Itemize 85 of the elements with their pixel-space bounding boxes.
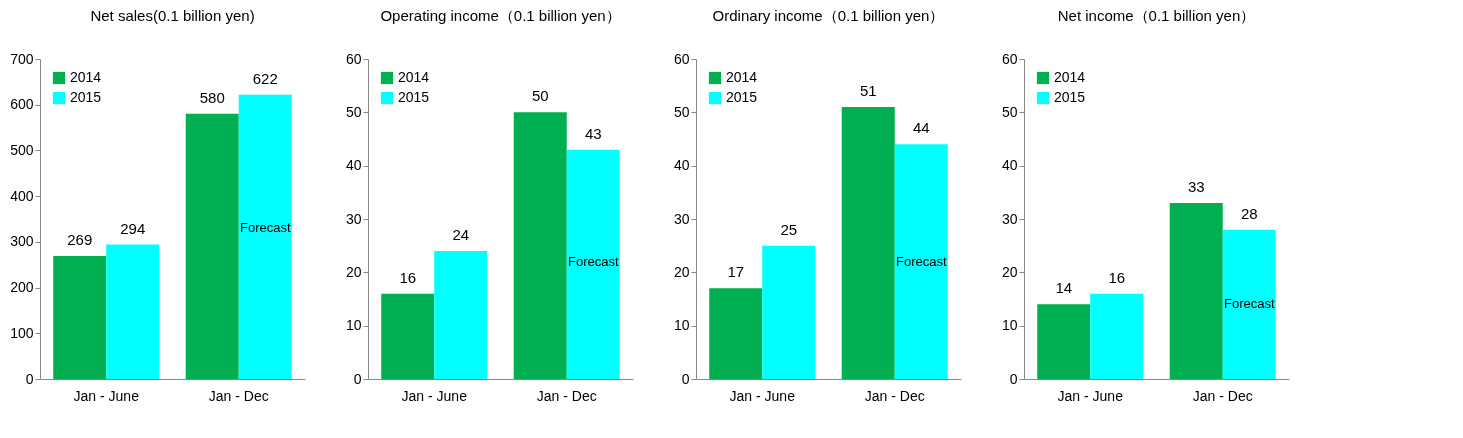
y-tick-label: 20 — [673, 263, 690, 280]
legend-label: 2014 — [726, 69, 758, 85]
y-tick-label: 50 — [345, 103, 362, 120]
legend-label: 2015 — [726, 89, 758, 105]
bar — [1169, 203, 1223, 379]
x-tick-label: Jan - Dec — [1192, 387, 1253, 404]
y-tick-label: 0 — [681, 370, 690, 387]
data-label: 269 — [67, 231, 93, 249]
y-tick-label: 10 — [345, 317, 362, 334]
y-tick-label: 10 — [673, 317, 690, 334]
y-tick-label: 20 — [1001, 263, 1018, 280]
y-tick-label: 200 — [10, 279, 34, 296]
data-label: 51 — [859, 82, 877, 99]
y-tick-label: 50 — [1001, 103, 1018, 120]
y-tick-label: 600 — [10, 96, 34, 113]
y-tick-label: 300 — [10, 233, 34, 250]
x-tick-label: Jan - Dec — [864, 387, 925, 404]
y-tick-label: 0 — [25, 370, 34, 387]
bar — [894, 144, 948, 379]
bar — [709, 288, 763, 379]
legend-label: 2014 — [398, 69, 430, 85]
y-tick-label: 60 — [345, 50, 362, 67]
annotation: Forecast — [239, 220, 291, 236]
chart-title: Net sales(0.1 billion yen) — [90, 7, 255, 24]
data-label: 580 — [199, 88, 225, 106]
y-tick-label: 100 — [10, 324, 34, 341]
chart-title: Ordinary income（0.1 billion yen） — [712, 7, 945, 24]
bar — [238, 94, 292, 379]
bar — [434, 251, 488, 379]
legend-label: 2015 — [70, 89, 102, 105]
legend-label: 2015 — [1054, 89, 1086, 105]
y-tick-label: 0 — [353, 370, 362, 387]
y-tick-label: 30 — [673, 210, 690, 227]
y-tick-label: 30 — [1001, 210, 1018, 227]
bar — [513, 112, 567, 379]
legend-label: 2014 — [70, 69, 102, 85]
y-tick-label: 40 — [345, 157, 362, 174]
data-label: 16 — [1108, 268, 1126, 286]
y-tick-label: 10 — [1001, 317, 1018, 334]
data-label: 17 — [727, 263, 745, 281]
y-tick-label: 60 — [1001, 50, 1018, 67]
data-label: 50 — [531, 87, 549, 105]
x-tick-label: Jan - June — [401, 387, 468, 404]
y-tick-label: 40 — [1001, 157, 1018, 174]
bar — [381, 293, 435, 379]
y-tick-label: 60 — [673, 50, 690, 67]
y-tick-label: 500 — [10, 141, 34, 158]
x-tick-label: Jan - June — [73, 387, 140, 404]
bar — [841, 107, 895, 379]
bar — [53, 256, 107, 379]
bar — [106, 244, 160, 379]
legend-label: 2015 — [398, 89, 430, 105]
y-tick-label: 20 — [345, 263, 362, 280]
bar — [1222, 229, 1276, 379]
data-label: 25 — [780, 220, 798, 238]
annotation: Forecast — [895, 253, 947, 269]
y-tick-label: 40 — [673, 157, 690, 174]
y-tick-label: 400 — [10, 187, 34, 204]
x-tick-label: Jan - Dec — [208, 387, 269, 404]
data-label: 294 — [120, 219, 146, 237]
bar — [185, 113, 239, 379]
y-tick-label: 50 — [673, 103, 690, 120]
data-label: 24 — [452, 226, 470, 243]
bar — [1037, 304, 1091, 379]
annotation: Forecast — [1223, 296, 1275, 312]
data-label: 43 — [584, 124, 602, 142]
x-tick-label: Jan - June — [729, 387, 796, 404]
bar — [762, 245, 816, 379]
data-label: 44 — [912, 119, 930, 137]
data-label: 14 — [1055, 279, 1073, 297]
legend-label: 2014 — [1054, 69, 1086, 85]
data-label: 28 — [1240, 204, 1258, 222]
x-tick-label: Jan - Dec — [536, 387, 597, 404]
y-tick-label: 0 — [1009, 370, 1018, 387]
y-tick-label: 30 — [345, 210, 362, 227]
bar — [566, 149, 620, 379]
x-tick-label: Jan - June — [1057, 387, 1124, 404]
data-label: 33 — [1187, 178, 1205, 195]
chart-title: Operating income（0.1 billion yen） — [380, 7, 621, 24]
bar — [1090, 293, 1144, 379]
data-label: 16 — [399, 268, 417, 286]
annotation: Forecast — [567, 253, 619, 269]
y-tick-label: 700 — [10, 50, 34, 67]
data-label: 622 — [252, 69, 278, 87]
chart-title: Net income（0.1 billion yen） — [1057, 7, 1256, 24]
